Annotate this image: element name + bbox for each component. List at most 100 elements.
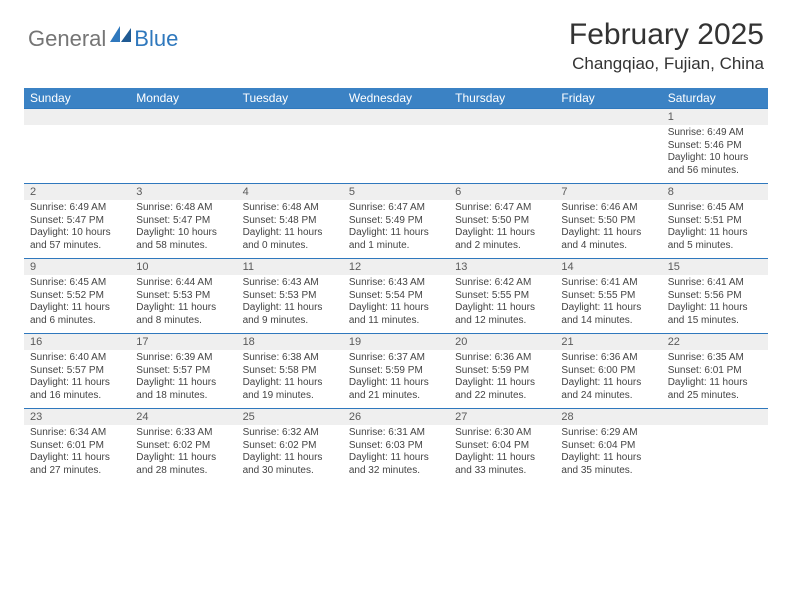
- day-cell: 23Sunrise: 6:34 AMSunset: 6:01 PMDayligh…: [24, 408, 130, 483]
- day-detail: Sunrise: 6:38 AMSunset: 5:58 PMDaylight:…: [237, 350, 343, 408]
- day-cell: [449, 108, 555, 183]
- daylight-text: Daylight: 11 hours and 11 minutes.: [349, 302, 443, 327]
- day-detail: Sunrise: 6:42 AMSunset: 5:55 PMDaylight:…: [449, 275, 555, 333]
- daylight-text: Daylight: 10 hours and 58 minutes.: [136, 227, 230, 252]
- calendar-row: 1Sunrise: 6:49 AMSunset: 5:46 PMDaylight…: [24, 108, 768, 183]
- day-cell: [24, 108, 130, 183]
- day-number: 15: [662, 258, 768, 275]
- dow-thursday: Thursday: [449, 88, 555, 108]
- sunrise-text: Sunrise: 6:42 AM: [455, 277, 549, 290]
- day-detail: Sunrise: 6:43 AMSunset: 5:53 PMDaylight:…: [237, 275, 343, 333]
- sunset-text: Sunset: 5:55 PM: [455, 290, 549, 303]
- day-detail: Sunrise: 6:47 AMSunset: 5:49 PMDaylight:…: [343, 200, 449, 258]
- sunrise-text: Sunrise: 6:36 AM: [561, 352, 655, 365]
- logo: General Blue: [28, 18, 178, 52]
- sunset-text: Sunset: 6:04 PM: [455, 440, 549, 453]
- day-detail: Sunrise: 6:39 AMSunset: 5:57 PMDaylight:…: [130, 350, 236, 408]
- day-number: 18: [237, 333, 343, 350]
- day-detail: Sunrise: 6:48 AMSunset: 5:48 PMDaylight:…: [237, 200, 343, 258]
- daylight-text: Daylight: 11 hours and 2 minutes.: [455, 227, 549, 252]
- day-cell: 17Sunrise: 6:39 AMSunset: 5:57 PMDayligh…: [130, 333, 236, 408]
- day-number: 21: [555, 333, 661, 350]
- day-number: 28: [555, 408, 661, 425]
- daylight-text: Daylight: 10 hours and 57 minutes.: [30, 227, 124, 252]
- day-cell: [555, 108, 661, 183]
- day-detail: Sunrise: 6:48 AMSunset: 5:47 PMDaylight:…: [130, 200, 236, 258]
- sunrise-text: Sunrise: 6:41 AM: [668, 277, 762, 290]
- month-title: February 2025: [569, 18, 764, 52]
- dow-monday: Monday: [130, 88, 236, 108]
- day-detail: Sunrise: 6:32 AMSunset: 6:02 PMDaylight:…: [237, 425, 343, 483]
- daylight-text: Daylight: 11 hours and 28 minutes.: [136, 452, 230, 477]
- daylight-text: Daylight: 11 hours and 0 minutes.: [243, 227, 337, 252]
- day-detail: Sunrise: 6:49 AMSunset: 5:47 PMDaylight:…: [24, 200, 130, 258]
- day-number: 3: [130, 183, 236, 200]
- day-cell: 18Sunrise: 6:38 AMSunset: 5:58 PMDayligh…: [237, 333, 343, 408]
- day-detail: Sunrise: 6:41 AMSunset: 5:56 PMDaylight:…: [662, 275, 768, 333]
- sunrise-text: Sunrise: 6:39 AM: [136, 352, 230, 365]
- sunrise-text: Sunrise: 6:47 AM: [455, 202, 549, 215]
- sunrise-text: Sunrise: 6:45 AM: [30, 277, 124, 290]
- daylight-text: Daylight: 11 hours and 27 minutes.: [30, 452, 124, 477]
- day-cell: 24Sunrise: 6:33 AMSunset: 6:02 PMDayligh…: [130, 408, 236, 483]
- day-cell: 9Sunrise: 6:45 AMSunset: 5:52 PMDaylight…: [24, 258, 130, 333]
- day-detail: Sunrise: 6:43 AMSunset: 5:54 PMDaylight:…: [343, 275, 449, 333]
- sunset-text: Sunset: 5:53 PM: [243, 290, 337, 303]
- sunset-text: Sunset: 5:54 PM: [349, 290, 443, 303]
- day-cell: 1Sunrise: 6:49 AMSunset: 5:46 PMDaylight…: [662, 108, 768, 183]
- day-detail: Sunrise: 6:29 AMSunset: 6:04 PMDaylight:…: [555, 425, 661, 483]
- day-cell: 27Sunrise: 6:30 AMSunset: 6:04 PMDayligh…: [449, 408, 555, 483]
- day-cell: 13Sunrise: 6:42 AMSunset: 5:55 PMDayligh…: [449, 258, 555, 333]
- sunset-text: Sunset: 5:52 PM: [30, 290, 124, 303]
- sunset-text: Sunset: 5:56 PM: [668, 290, 762, 303]
- day-cell: 28Sunrise: 6:29 AMSunset: 6:04 PMDayligh…: [555, 408, 661, 483]
- day-detail: Sunrise: 6:37 AMSunset: 5:59 PMDaylight:…: [343, 350, 449, 408]
- daylight-text: Daylight: 11 hours and 16 minutes.: [30, 377, 124, 402]
- day-cell: 12Sunrise: 6:43 AMSunset: 5:54 PMDayligh…: [343, 258, 449, 333]
- day-detail: Sunrise: 6:41 AMSunset: 5:55 PMDaylight:…: [555, 275, 661, 333]
- day-detail: [343, 125, 449, 183]
- sunrise-text: Sunrise: 6:49 AM: [668, 127, 762, 140]
- day-number: 26: [343, 408, 449, 425]
- sunset-text: Sunset: 5:50 PM: [455, 215, 549, 228]
- header: General Blue February 2025 Changqiao, Fu…: [0, 0, 792, 82]
- day-detail: [24, 125, 130, 183]
- sunrise-text: Sunrise: 6:29 AM: [561, 427, 655, 440]
- dow-wednesday: Wednesday: [343, 88, 449, 108]
- dow-friday: Friday: [555, 88, 661, 108]
- day-number: 2: [24, 183, 130, 200]
- day-cell: 20Sunrise: 6:36 AMSunset: 5:59 PMDayligh…: [449, 333, 555, 408]
- day-detail: Sunrise: 6:47 AMSunset: 5:50 PMDaylight:…: [449, 200, 555, 258]
- day-cell: 8Sunrise: 6:45 AMSunset: 5:51 PMDaylight…: [662, 183, 768, 258]
- calendar-body: 1Sunrise: 6:49 AMSunset: 5:46 PMDaylight…: [24, 108, 768, 483]
- day-cell: 16Sunrise: 6:40 AMSunset: 5:57 PMDayligh…: [24, 333, 130, 408]
- sunset-text: Sunset: 5:47 PM: [30, 215, 124, 228]
- daylight-text: Daylight: 11 hours and 22 minutes.: [455, 377, 549, 402]
- day-number: [449, 108, 555, 125]
- title-block: February 2025 Changqiao, Fujian, China: [569, 18, 764, 74]
- day-detail: Sunrise: 6:45 AMSunset: 5:52 PMDaylight:…: [24, 275, 130, 333]
- day-detail: Sunrise: 6:36 AMSunset: 5:59 PMDaylight:…: [449, 350, 555, 408]
- daylight-text: Daylight: 11 hours and 19 minutes.: [243, 377, 337, 402]
- sunrise-text: Sunrise: 6:43 AM: [243, 277, 337, 290]
- sunset-text: Sunset: 6:02 PM: [243, 440, 337, 453]
- calendar-row: 2Sunrise: 6:49 AMSunset: 5:47 PMDaylight…: [24, 183, 768, 258]
- daylight-text: Daylight: 11 hours and 24 minutes.: [561, 377, 655, 402]
- sunrise-text: Sunrise: 6:36 AM: [455, 352, 549, 365]
- day-cell: 2Sunrise: 6:49 AMSunset: 5:47 PMDaylight…: [24, 183, 130, 258]
- day-detail: [130, 125, 236, 183]
- day-number: 20: [449, 333, 555, 350]
- day-cell: 6Sunrise: 6:47 AMSunset: 5:50 PMDaylight…: [449, 183, 555, 258]
- day-cell: 21Sunrise: 6:36 AMSunset: 6:00 PMDayligh…: [555, 333, 661, 408]
- day-number: 16: [24, 333, 130, 350]
- daylight-text: Daylight: 11 hours and 35 minutes.: [561, 452, 655, 477]
- day-cell: [130, 108, 236, 183]
- day-number: [130, 108, 236, 125]
- day-detail: Sunrise: 6:45 AMSunset: 5:51 PMDaylight:…: [662, 200, 768, 258]
- sunrise-text: Sunrise: 6:34 AM: [30, 427, 124, 440]
- sunset-text: Sunset: 6:02 PM: [136, 440, 230, 453]
- sunset-text: Sunset: 5:53 PM: [136, 290, 230, 303]
- day-number: 12: [343, 258, 449, 275]
- daylight-text: Daylight: 11 hours and 4 minutes.: [561, 227, 655, 252]
- sunrise-text: Sunrise: 6:48 AM: [136, 202, 230, 215]
